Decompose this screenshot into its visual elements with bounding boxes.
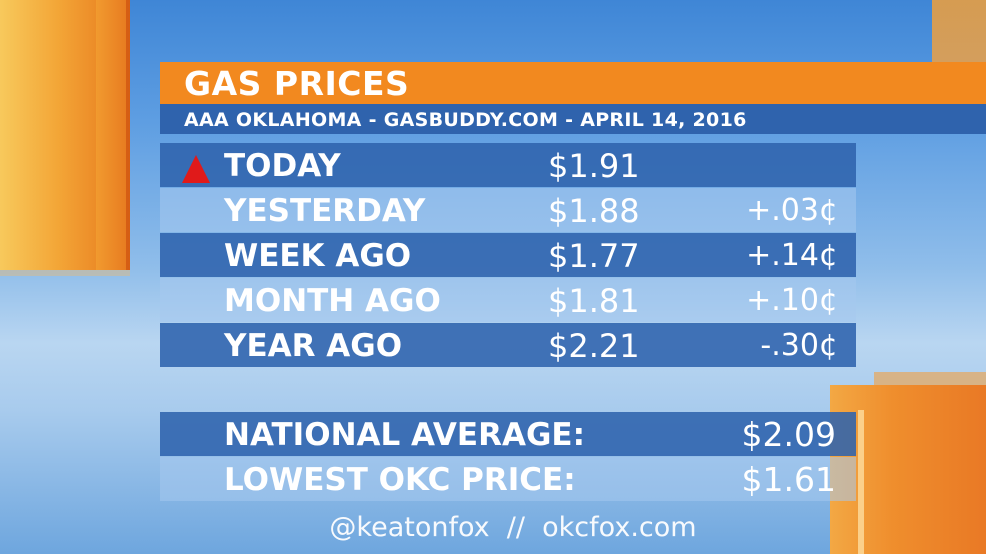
lowest-okc-row: LOWEST OKC PRICE: $1.61 bbox=[160, 457, 856, 501]
source-subtitle: AAA OKLAHOMA - GASBUDDY.COM - APRIL 14, … bbox=[184, 109, 747, 131]
price-row-today: TODAY $1.91 bbox=[160, 143, 856, 187]
national-average-value: $2.09 bbox=[741, 415, 836, 454]
row-change: -.30¢ bbox=[760, 328, 838, 363]
decor-panel-left-edge bbox=[96, 0, 130, 270]
row-label: YEAR AGO bbox=[224, 328, 403, 364]
row-label: WEEK AGO bbox=[224, 238, 412, 274]
row-price: $1.88 bbox=[548, 192, 640, 230]
price-row-yesterday: YESTERDAY $1.88 +.03¢ bbox=[160, 188, 856, 232]
decor-panel-right-highlight bbox=[858, 410, 864, 554]
decor-panel-right bbox=[830, 385, 986, 554]
price-row-month-ago: MONTH AGO $1.81 +.10¢ bbox=[160, 278, 856, 322]
row-label: YESTERDAY bbox=[224, 193, 426, 229]
subtitle-bar bbox=[160, 104, 986, 134]
decor-panel-right-top bbox=[874, 372, 986, 386]
row-price: $1.91 bbox=[548, 147, 640, 185]
lowest-okc-value: $1.61 bbox=[741, 460, 836, 499]
decor-panel-left bbox=[0, 0, 96, 270]
national-average-label: NATIONAL AVERAGE: bbox=[224, 417, 585, 453]
price-row-week-ago: WEEK AGO $1.77 +.14¢ bbox=[160, 233, 856, 277]
row-change: +.10¢ bbox=[746, 283, 838, 318]
decor-shadow-left bbox=[0, 270, 130, 276]
row-change: +.03¢ bbox=[746, 193, 838, 228]
national-average-row: NATIONAL AVERAGE: $2.09 bbox=[160, 412, 856, 456]
row-price: $1.77 bbox=[548, 237, 640, 275]
row-price: $2.21 bbox=[548, 327, 640, 365]
up-arrow-icon bbox=[182, 155, 210, 183]
footer-credit: @keatonfox // okcfox.com bbox=[329, 512, 697, 543]
page-title: GAS PRICES bbox=[184, 64, 410, 103]
row-label: MONTH AGO bbox=[224, 283, 441, 319]
row-label: TODAY bbox=[224, 148, 341, 184]
price-row-year-ago: YEAR AGO $2.21 -.30¢ bbox=[160, 323, 856, 367]
row-price: $1.81 bbox=[548, 282, 640, 320]
title-bar bbox=[160, 62, 986, 104]
row-change: +.14¢ bbox=[746, 238, 838, 273]
lowest-okc-label: LOWEST OKC PRICE: bbox=[224, 462, 576, 498]
